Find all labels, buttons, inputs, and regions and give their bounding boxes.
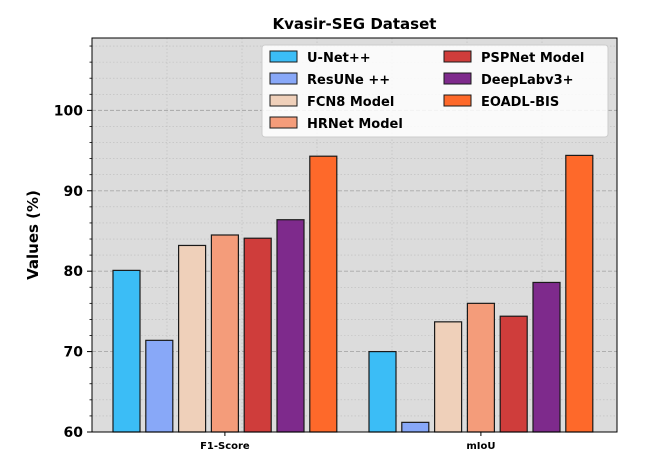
legend-label: ResUNe ++	[307, 73, 390, 88]
x-tick-label: F1-Score	[200, 441, 250, 452]
y-tick-label: 90	[64, 184, 84, 200]
chart-title: Kvasir-SEG Dataset	[273, 15, 437, 33]
y-tick-label: 70	[64, 345, 84, 361]
y-tick-label: 60	[64, 425, 84, 441]
x-axis: F1-Score mIoU	[200, 432, 495, 452]
legend-swatch	[269, 72, 298, 85]
legend-swatch	[443, 50, 472, 63]
bar	[112, 269, 141, 433]
legend-swatch	[269, 94, 298, 107]
bar	[178, 244, 207, 433]
bar	[276, 219, 305, 433]
bar	[466, 302, 495, 433]
legend: U-Net++ ResUNe ++ FCN8 Model HRNet Model PSP…	[261, 44, 609, 138]
bar	[532, 281, 561, 433]
legend-swatch	[269, 116, 298, 129]
y-tick-label: 80	[64, 264, 84, 280]
bar	[309, 155, 338, 433]
bar	[368, 350, 397, 433]
x-tick-label: mIoU	[466, 441, 495, 452]
legend-label: PSPNet Model	[481, 51, 584, 66]
legend-swatch	[443, 94, 472, 107]
bar	[565, 154, 594, 433]
bar	[243, 237, 272, 433]
legend-swatch	[269, 50, 298, 63]
bar	[434, 321, 463, 433]
y-tick-label: 100	[54, 103, 83, 119]
legend-swatch	[443, 72, 472, 85]
bar	[401, 421, 430, 433]
legend-label: HRNet Model	[307, 117, 403, 132]
legend-label: FCN8 Model	[307, 95, 394, 110]
plot-frame	[91, 37, 618, 433]
legend-label: U-Net++	[307, 51, 371, 66]
bar	[499, 315, 528, 433]
bars	[112, 154, 594, 433]
y-axis: 60 70 80 90 100	[54, 45, 92, 441]
bar	[145, 339, 174, 433]
y-axis-label: Values (%)	[24, 190, 42, 280]
legend-label: EOADL-BIS	[481, 95, 559, 110]
legend-label: DeepLabv3+	[481, 73, 574, 88]
bar	[210, 234, 239, 433]
legend-box	[261, 44, 609, 138]
